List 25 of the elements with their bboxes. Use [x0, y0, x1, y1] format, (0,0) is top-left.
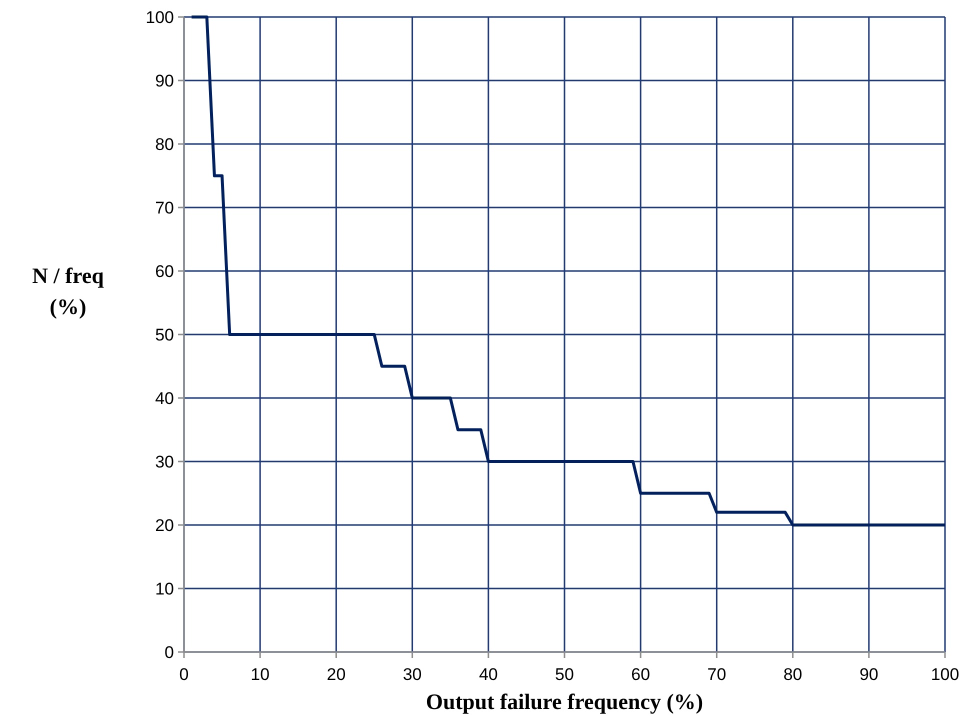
x-tick-label: 70 — [707, 665, 726, 684]
x-tick-label: 90 — [859, 665, 878, 684]
x-tick-label: 80 — [783, 665, 802, 684]
y-axis-title: N / freq (%) — [32, 263, 105, 319]
y-tick-label: 10 — [155, 579, 174, 598]
y-tick-label: 70 — [155, 198, 174, 218]
line-series — [190, 16, 946, 526]
y-tick-label: 60 — [155, 262, 174, 281]
x-tick-label: 0 — [179, 665, 189, 684]
y-tick-label: 30 — [155, 452, 174, 472]
x-tick-label: 100 — [930, 665, 960, 684]
y-tick-label: 100 — [146, 8, 174, 27]
x-tick-label: 10 — [250, 665, 270, 684]
x-tick-label: 30 — [402, 665, 422, 684]
y-tick-label: 90 — [155, 71, 174, 90]
y-tick-label: 40 — [155, 388, 174, 408]
x-tick-label: 20 — [326, 665, 346, 684]
x-axis-title: Output failure frequency (%) — [426, 689, 704, 714]
x-tick-label: 50 — [555, 665, 574, 684]
y-tick-label: 20 — [155, 516, 174, 535]
x-tick-label: 40 — [478, 665, 498, 684]
y-tick-label: 50 — [155, 325, 174, 344]
y-tick-label: 0 — [164, 642, 174, 662]
y-tick-label: 80 — [155, 134, 174, 154]
x-tick-label: 60 — [631, 665, 650, 684]
